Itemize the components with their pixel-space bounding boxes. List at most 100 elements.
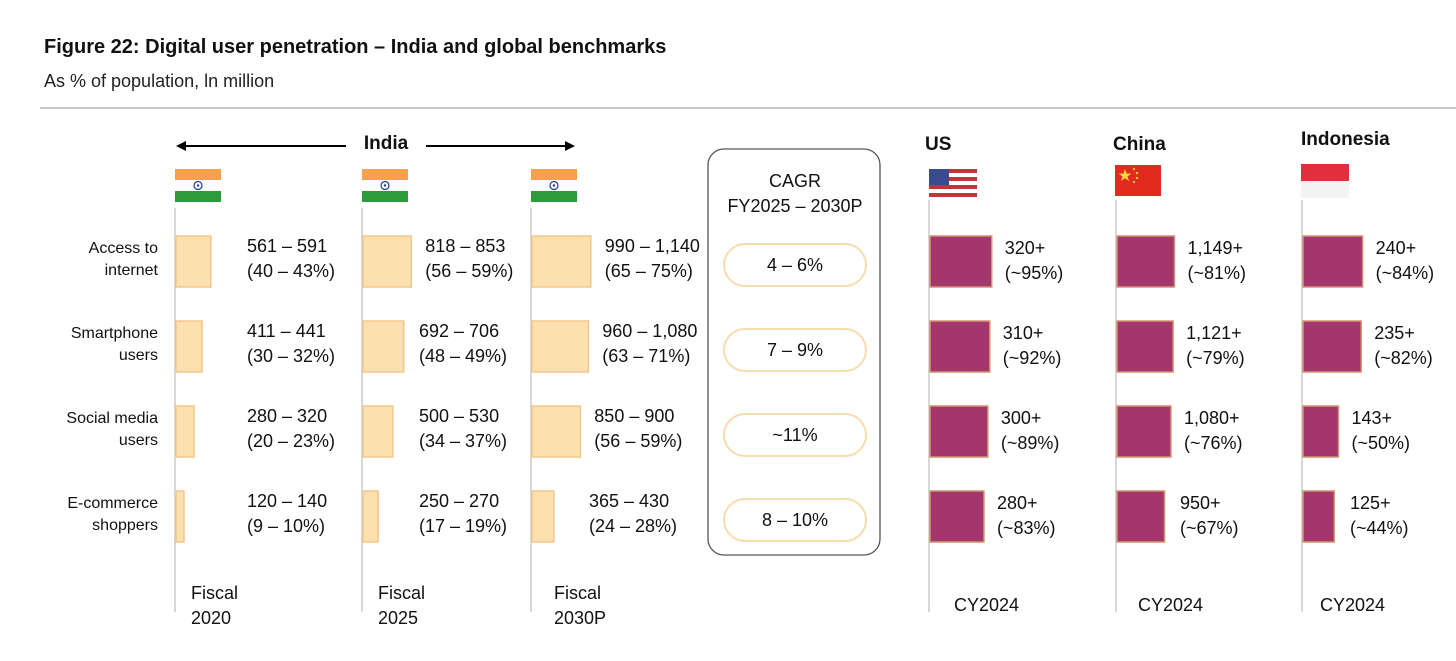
us-flag-icon (929, 193, 977, 197)
india-flag-icon (362, 191, 408, 202)
bar-india (175, 320, 203, 373)
category-label: Social media (66, 410, 158, 427)
period-label: Fiscal (191, 583, 238, 603)
data-label: (~83%) (997, 518, 1056, 538)
cagr-pill (723, 498, 867, 542)
data-label: 561 – 591 (247, 236, 327, 256)
bar-benchmark (1116, 320, 1174, 373)
data-label: (30 – 32%) (247, 346, 335, 366)
india-flag-icon (362, 169, 408, 180)
data-label: (~92%) (1003, 348, 1062, 368)
data-label: 950+ (1180, 493, 1221, 513)
cagr-value: 4 – 6% (767, 255, 823, 275)
bar-india (362, 490, 379, 543)
data-label: 365 – 430 (589, 491, 669, 511)
bar-india (362, 405, 394, 458)
bar-india (531, 405, 582, 458)
cagr-value: ~11% (772, 425, 817, 445)
country-header: Indonesia (1301, 129, 1390, 150)
data-label: (65 – 75%) (605, 261, 693, 281)
data-label: (~67%) (1180, 518, 1239, 538)
bar-india (175, 235, 212, 288)
data-label: 1,149+ (1188, 238, 1244, 258)
chart-title: Figure 22: Digital user penetration – In… (44, 36, 667, 58)
data-label: (34 – 37%) (419, 431, 507, 451)
data-label: 818 – 853 (425, 236, 505, 256)
data-label: 235+ (1374, 323, 1415, 343)
data-label: (9 – 10%) (247, 516, 325, 536)
data-label: 280+ (997, 493, 1038, 513)
bar-india (362, 235, 413, 288)
india-flag-icon (531, 191, 577, 202)
category-label: users (119, 432, 158, 449)
us-flag-icon (929, 177, 977, 181)
us-flag-icon (929, 185, 977, 189)
china-flag-icon (1135, 176, 1139, 180)
cagr-box (707, 148, 881, 556)
data-label: (~50%) (1352, 433, 1411, 453)
data-label: 310+ (1003, 323, 1044, 343)
cagr-pill (723, 413, 867, 457)
data-label: 280 – 320 (247, 406, 327, 426)
period-label: CY2024 (1320, 595, 1385, 615)
data-label: (48 – 49%) (419, 346, 507, 366)
data-label: 125+ (1350, 493, 1391, 513)
indonesia-flag-icon (1301, 181, 1349, 198)
india-header: India (364, 133, 409, 154)
chart-subtitle: As % of population, ln million (44, 71, 275, 91)
period-label: 2020 (191, 608, 231, 628)
data-label: 240+ (1376, 238, 1417, 258)
bar-benchmark (1302, 405, 1340, 458)
bar-benchmark (929, 320, 991, 373)
india-flag-icon (175, 169, 221, 180)
india-flag-icon (380, 180, 390, 191)
category-label: Smartphone (71, 325, 158, 342)
india-flag-icon (175, 191, 221, 202)
us-flag-icon (929, 169, 949, 185)
bar-india (175, 490, 185, 543)
data-label: 1,121+ (1186, 323, 1242, 343)
data-label: 500 – 530 (419, 406, 499, 426)
indonesia-flag-icon (1301, 164, 1349, 181)
bar-benchmark (929, 405, 989, 458)
bar-benchmark (929, 490, 985, 543)
data-label: (56 – 59%) (425, 261, 513, 281)
category-label: users (119, 347, 158, 364)
country-header: US (925, 134, 951, 155)
data-label: 850 – 900 (594, 406, 674, 426)
data-label: (~44%) (1350, 518, 1409, 538)
china-flag-icon (1132, 180, 1136, 184)
bar-benchmark (1302, 235, 1364, 288)
india-flag-icon (549, 180, 559, 191)
bar-benchmark (1116, 405, 1172, 458)
china-flag-icon (1115, 165, 1161, 196)
china-flag-icon (1135, 171, 1139, 175)
cagr-value: 8 – 10% (762, 510, 828, 530)
data-label: 960 – 1,080 (602, 321, 697, 341)
data-label: (~82%) (1374, 348, 1433, 368)
period-label: 2025 (378, 608, 418, 628)
data-label: (40 – 43%) (247, 261, 335, 281)
cagr-title: FY2025 – 2030P (727, 196, 862, 216)
period-label: CY2024 (954, 595, 1019, 615)
data-label: (~95%) (1005, 263, 1064, 283)
data-label: (~89%) (1001, 433, 1060, 453)
bar-benchmark (1116, 490, 1166, 543)
data-label: (20 – 23%) (247, 431, 335, 451)
india-flag-icon (193, 180, 203, 191)
category-label: E-commerce (67, 495, 158, 512)
data-label: (17 – 19%) (419, 516, 507, 536)
bar-india (531, 490, 555, 543)
us-flag-icon (929, 181, 977, 185)
bar-benchmark (929, 235, 993, 288)
period-label: 2030P (554, 608, 606, 628)
cagr-value: 7 – 9% (767, 340, 823, 360)
data-label: 320+ (1005, 238, 1046, 258)
india-flag-icon (196, 184, 200, 187)
bar-india (531, 320, 590, 373)
country-header: China (1113, 134, 1166, 155)
cagr-pill (723, 243, 867, 287)
data-label: 143+ (1352, 408, 1393, 428)
arrow-left-icon (176, 141, 186, 151)
